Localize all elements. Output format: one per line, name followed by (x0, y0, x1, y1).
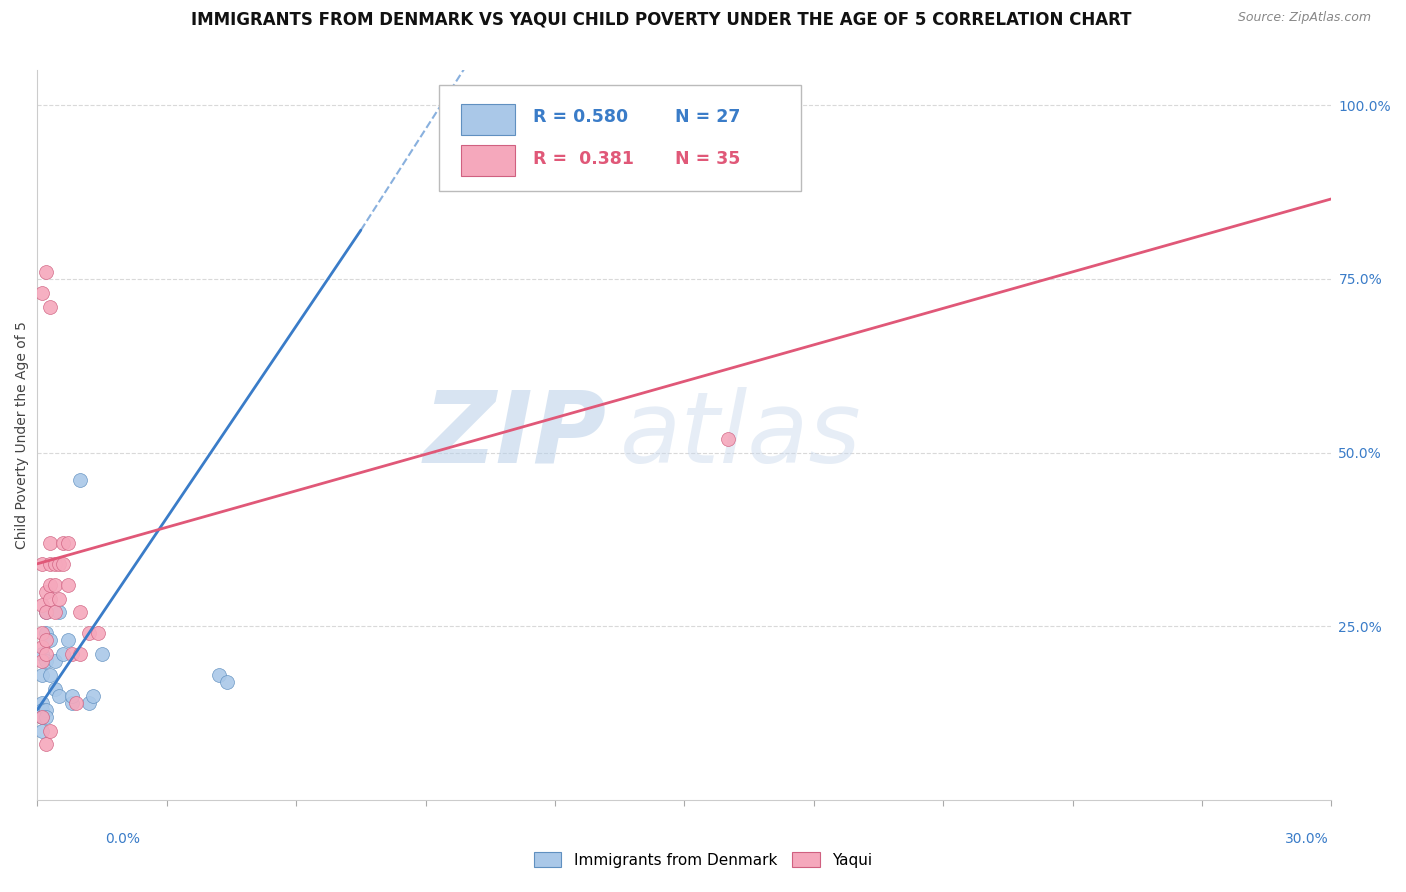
Point (60, 647, 83, 661)
Text: R = 0.580: R = 0.580 (533, 108, 628, 126)
Point (39, 300, 62, 314)
Point (39, 557, 62, 571)
Text: Source: ZipAtlas.com: Source: ZipAtlas.com (1237, 11, 1371, 24)
Y-axis label: Child Poverty Under the Age of 5: Child Poverty Under the Age of 5 (15, 321, 30, 549)
Point (44, 577, 66, 591)
Point (39, 577, 62, 591)
Point (31, 640, 53, 655)
Text: N = 35: N = 35 (675, 150, 741, 168)
Point (716, 432, 738, 446)
Point (44, 606, 66, 620)
Point (56, 633, 79, 648)
Point (77, 696, 100, 710)
FancyBboxPatch shape (461, 145, 515, 176)
Text: 30.0%: 30.0% (1285, 832, 1329, 846)
Point (35, 265, 58, 279)
Legend: Immigrants from Denmark, Yaqui: Immigrants from Denmark, Yaqui (527, 846, 879, 873)
Point (69, 606, 91, 620)
Point (35, 738, 58, 752)
Point (35, 703, 58, 717)
Point (35, 626, 58, 640)
Text: IMMIGRANTS FROM DENMARK VS YAQUI CHILD POVERTY UNDER THE AGE OF 5 CORRELATION CH: IMMIGRANTS FROM DENMARK VS YAQUI CHILD P… (191, 11, 1130, 29)
Text: atlas: atlas (620, 387, 862, 483)
Point (48, 606, 70, 620)
Point (69, 474, 91, 488)
Point (44, 681, 66, 696)
Point (39, 536, 62, 550)
Point (31, 709, 53, 723)
Point (35, 606, 58, 620)
Point (31, 723, 53, 738)
Point (52, 647, 75, 661)
FancyBboxPatch shape (439, 85, 801, 191)
Point (35, 606, 58, 620)
Text: 0.0%: 0.0% (105, 832, 141, 846)
Point (60, 696, 83, 710)
Text: N = 27: N = 27 (675, 108, 741, 126)
Point (35, 584, 58, 599)
Point (56, 536, 79, 550)
Point (39, 633, 62, 648)
Point (217, 674, 239, 689)
Point (39, 723, 62, 738)
Point (65, 696, 87, 710)
Text: R =  0.381: R = 0.381 (533, 150, 634, 168)
Point (91, 647, 114, 661)
Point (35, 654, 58, 668)
Point (44, 557, 66, 571)
Point (207, 668, 229, 682)
Point (48, 591, 70, 606)
Point (82, 689, 104, 703)
Point (77, 626, 100, 640)
Point (52, 557, 75, 571)
Point (69, 647, 91, 661)
Point (31, 626, 53, 640)
Point (31, 647, 53, 661)
Point (31, 703, 53, 717)
Point (31, 557, 53, 571)
Point (35, 709, 58, 723)
Point (52, 536, 75, 550)
Point (48, 689, 70, 703)
Point (31, 599, 53, 613)
Text: ZIP: ZIP (423, 387, 607, 483)
Point (60, 689, 83, 703)
FancyBboxPatch shape (461, 103, 515, 135)
Point (44, 654, 66, 668)
Point (35, 633, 58, 648)
Point (31, 696, 53, 710)
Point (48, 557, 70, 571)
Point (87, 626, 110, 640)
Point (31, 668, 53, 682)
Point (39, 668, 62, 682)
Point (35, 647, 58, 661)
Point (31, 654, 53, 668)
Point (31, 285, 53, 300)
Point (56, 577, 79, 591)
Point (39, 591, 62, 606)
Point (31, 709, 53, 723)
